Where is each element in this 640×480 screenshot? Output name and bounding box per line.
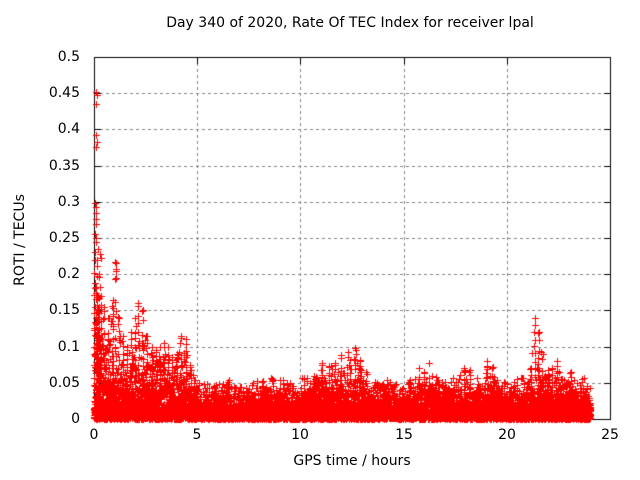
x-tick-label: 5	[192, 427, 202, 443]
y-tick-label: 0.45	[48, 85, 80, 101]
y-tick-label: 0	[71, 411, 80, 427]
y-tick-label: 0.4	[57, 121, 80, 137]
y-axis-label-text: ROTI / TECUs	[12, 194, 28, 286]
y-tick-label: 0.15	[48, 302, 80, 318]
y-tick-label: 0.2	[57, 266, 80, 282]
x-tick-label: 20	[498, 427, 516, 443]
y-tick-label: 0.05	[48, 375, 80, 391]
x-tick-label: 25	[601, 427, 619, 443]
x-tick-label: 15	[395, 427, 413, 443]
x-axis-label: GPS time / hours	[293, 453, 411, 469]
y-tick-label: 0.25	[48, 230, 80, 246]
y-tick-label: 0.5	[57, 49, 80, 65]
y-tick-label: 0.1	[57, 339, 80, 355]
y-tick-label: 0.35	[48, 158, 80, 174]
y-tick-label: 0.3	[57, 194, 80, 210]
x-tick-label: 10	[291, 427, 309, 443]
x-tick-label: 0	[89, 427, 99, 443]
